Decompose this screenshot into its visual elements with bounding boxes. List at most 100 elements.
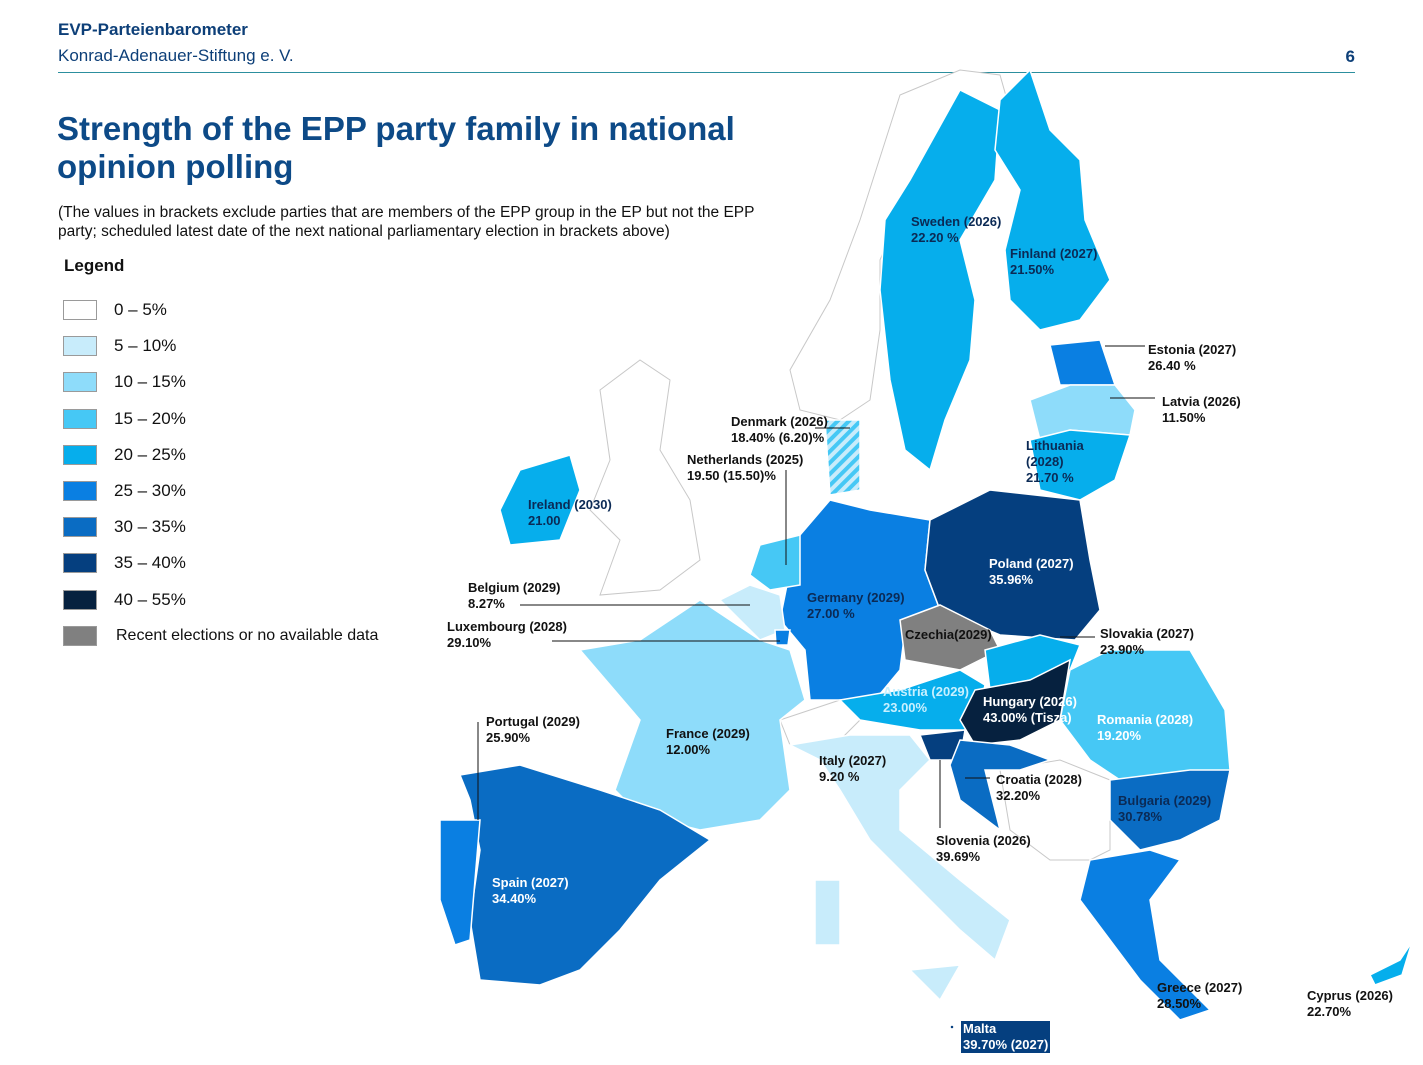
- label-sweden: Sweden (2026) 22.20 %: [911, 214, 1001, 246]
- country-name: Malta: [963, 1021, 997, 1036]
- country-value: 22.70%: [1307, 1004, 1352, 1019]
- legend-item: 0 – 5%: [63, 292, 378, 328]
- country-value: 19.20%: [1097, 728, 1142, 743]
- denmark-shape: [824, 419, 861, 496]
- legend-label: Recent elections or no available data: [116, 626, 379, 644]
- legend-swatch: [63, 408, 97, 429]
- country-name: Czechia(2029): [905, 627, 992, 642]
- spain-shape: [458, 764, 712, 986]
- ireland-shape: [499, 454, 581, 546]
- legend-item: 20 – 25%: [63, 437, 378, 473]
- country-name: Lithuania (2028): [1026, 438, 1084, 469]
- uk-shape: [589, 359, 701, 596]
- label-estonia: Estonia (2027) 26.40 %: [1148, 342, 1236, 374]
- country-value: 39.70% (2027): [963, 1037, 1049, 1052]
- label-spain: Spain (2027) 34.40%: [492, 875, 569, 907]
- malta-shape: [949, 1024, 955, 1030]
- label-portugal: Portugal (2029) 25.90%: [486, 714, 580, 746]
- country-value: 25.90%: [486, 730, 531, 745]
- country-name: Croatia (2028): [996, 772, 1082, 787]
- legend-item: 30 – 35%: [63, 509, 378, 545]
- country-value: 26.40 %: [1148, 358, 1196, 373]
- subtitle: (The values in brackets exclude parties …: [58, 204, 755, 240]
- legend-swatch: [63, 589, 97, 610]
- country-value: 12.00%: [666, 742, 711, 757]
- finland-shape: [994, 68, 1111, 331]
- legend-item: 35 – 40%: [63, 545, 378, 581]
- legend-item: 15 – 20%: [63, 401, 378, 437]
- label-greece: Greece (2027) 28.50%: [1157, 980, 1242, 1012]
- legend-swatch: [63, 444, 97, 465]
- legend-item: 10 – 15%: [63, 364, 378, 400]
- legend-label: 35 – 40%: [114, 553, 186, 573]
- label-netherlands: Netherlands (2025) 19.50 (15.50)%: [687, 452, 803, 484]
- poland-shape: [924, 489, 1101, 641]
- legend-swatch: [63, 300, 97, 321]
- country-name: Slovakia (2027): [1100, 626, 1194, 641]
- country-value: 23.00%: [883, 700, 928, 715]
- country-value: 27.00 %: [807, 606, 855, 621]
- label-croatia: Croatia (2028) 32.20%: [996, 772, 1082, 804]
- label-italy: Italy (2027) 9.20 %: [819, 753, 886, 785]
- label-austria: Austria (2029) 23.00%: [883, 684, 969, 716]
- country-name: Greece (2027): [1157, 980, 1243, 995]
- header-divider: [58, 72, 1355, 73]
- label-hungary: Hungary (2026) 43.00% (Tisza): [983, 694, 1077, 726]
- legend-item: 40 – 55%: [63, 582, 378, 618]
- country-value: 8.27%: [468, 596, 505, 611]
- legend-label: 0 – 5%: [114, 300, 167, 320]
- country-value: 35.96%: [989, 572, 1034, 587]
- legend-item: Recent elections or no available data: [63, 618, 378, 654]
- country-value: 9.20 %: [819, 769, 860, 784]
- legend-swatch: [63, 481, 97, 502]
- legend-swatch: [63, 553, 97, 574]
- legend-label: 25 – 30%: [114, 481, 186, 501]
- country-value: 28.50%: [1157, 996, 1202, 1011]
- legend-label: 30 – 35%: [114, 517, 186, 537]
- country-name: Finland (2027): [1010, 246, 1098, 261]
- label-cyprus: Cyprus (2026) 22.70%: [1307, 988, 1393, 1020]
- legend-label: 20 – 25%: [114, 444, 186, 464]
- label-czechia: Czechia(2029): [905, 627, 992, 643]
- country-value: 18.40% (6.20)%: [731, 430, 825, 445]
- country-value: 34.40%: [492, 891, 537, 906]
- country-name: France (2029): [666, 726, 750, 741]
- country-value: 21.00: [528, 513, 561, 528]
- country-value: 11.50%: [1162, 410, 1206, 425]
- legend-title: Legend: [64, 256, 125, 275]
- country-name: Austria (2029): [883, 684, 969, 699]
- country-value: 23.90%: [1100, 642, 1145, 657]
- page-number: 6: [1345, 47, 1355, 66]
- label-france: France (2029) 12.00%: [666, 726, 750, 758]
- label-finland: Finland (2027) 21.50%: [1010, 246, 1097, 278]
- legend-swatch: [63, 517, 97, 538]
- legend-swatch: [63, 336, 97, 357]
- estonia-shape: [1049, 339, 1117, 386]
- legend-item: 25 – 30%: [63, 473, 378, 509]
- label-latvia: Latvia (2026) 11.50%: [1162, 394, 1241, 426]
- italy-shape: [787, 734, 1011, 962]
- label-slovakia: Slovakia (2027) 23.90%: [1100, 626, 1194, 658]
- country-name: Estonia (2027): [1148, 342, 1237, 357]
- country-value: 29.10%: [447, 635, 492, 650]
- country-name: Ireland (2030): [528, 497, 612, 512]
- france-shape: [578, 599, 806, 831]
- label-ireland: Ireland (2030) 21.00: [528, 497, 612, 529]
- country-name: Belgium (2029): [468, 580, 561, 595]
- balkans-shape: [999, 759, 1111, 861]
- country-name: Netherlands (2025): [687, 452, 804, 467]
- country-name: Portugal (2029): [486, 714, 580, 729]
- country-name: Cyprus (2026): [1307, 988, 1393, 1003]
- country-name: Hungary (2026): [983, 694, 1077, 709]
- belgium-shape: [718, 584, 786, 641]
- country-name: Latvia (2026): [1162, 394, 1241, 409]
- country-name: Italy (2027): [819, 753, 887, 768]
- switzerland-shape: [779, 699, 861, 746]
- country-value: 21.50%: [1010, 262, 1055, 277]
- country-name: Denmark (2026): [731, 414, 828, 429]
- country-name: Slovenia (2026): [936, 833, 1031, 848]
- country-name: Germany (2029): [807, 590, 905, 605]
- legend-label: 10 – 15%: [114, 372, 186, 392]
- country-value: 30.78%: [1118, 809, 1163, 824]
